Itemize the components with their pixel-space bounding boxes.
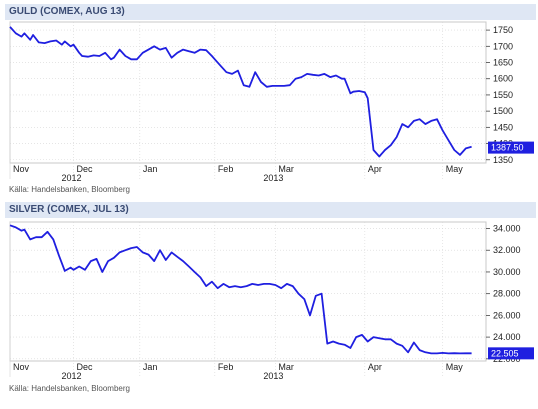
silver-ytick-label: 24.000 — [493, 332, 521, 342]
silver-chart-title: SILVER (COMEX, JUL 13) — [9, 204, 129, 215]
silver-ytick-label: 32.000 — [493, 245, 521, 255]
gold-ytick-label: 1450 — [493, 122, 513, 132]
silver-year-label: 2012 — [61, 371, 81, 381]
silver-ytick-label: 34.000 — [493, 224, 521, 234]
silver-xtick-label: May — [446, 362, 464, 372]
silver-xtick-label: Apr — [368, 362, 382, 372]
silver-chart-header: SILVER (COMEX, JUL 13) — [5, 202, 536, 218]
gold-xtick-label: Jan — [143, 164, 158, 174]
gold-ytick-label: 1500 — [493, 106, 513, 116]
gold-chart-header: GULD (COMEX, AUG 13) — [5, 4, 536, 20]
silver-xtick-label: Dec — [76, 362, 93, 372]
gold-chart: 175017001650160015501500145014001350NovD… — [9, 21, 534, 183]
gold-xtick-label: Apr — [368, 164, 382, 174]
gold-xtick-label: Dec — [76, 164, 93, 174]
gold-chart-title: GULD (COMEX, AUG 13) — [9, 6, 125, 17]
gold-ytick-label: 1650 — [493, 58, 513, 68]
silver-xtick-label: Nov — [13, 362, 30, 372]
gold-ytick-label: 1550 — [493, 90, 513, 100]
gold-last-value-badge — [488, 141, 534, 154]
silver-year-label: 2013 — [263, 371, 283, 381]
gold-xtick-label: May — [446, 164, 464, 174]
gold-xtick-label: Mar — [278, 164, 294, 174]
gold-ytick-label: 1350 — [493, 155, 513, 165]
silver-chart-source: Källa: Handelsbanken, Bloomberg — [9, 384, 130, 393]
gold-ytick-label: 1750 — [493, 25, 513, 35]
silver-xtick-label: Jan — [143, 362, 158, 372]
silver-ytick-label: 26.000 — [493, 310, 521, 320]
gold-chart-source: Källa: Handelsbanken, Bloomberg — [9, 185, 130, 194]
silver-ytick-label: 30.000 — [493, 267, 521, 277]
silver-last-value-badge — [488, 347, 534, 360]
silver-xtick-label: Mar — [278, 362, 294, 372]
silver-xtick-label: Feb — [218, 362, 234, 372]
gold-xtick-label: Nov — [13, 164, 30, 174]
silver-last-value-label: 22.505 — [491, 348, 519, 358]
gold-year-label: 2012 — [61, 173, 81, 183]
silver-ytick-label: 28.000 — [493, 289, 521, 299]
gold-ytick-label: 1700 — [493, 41, 513, 51]
silver-plot-frame — [9, 221, 487, 362]
gold-year-label: 2013 — [263, 173, 283, 183]
gold-price-line — [9, 26, 472, 158]
gold-last-value-label: 1387.50 — [491, 143, 524, 153]
silver-price-line — [9, 224, 472, 355]
gold-ytick-label: 1600 — [493, 74, 513, 84]
gold-xtick-label: Feb — [218, 164, 234, 174]
